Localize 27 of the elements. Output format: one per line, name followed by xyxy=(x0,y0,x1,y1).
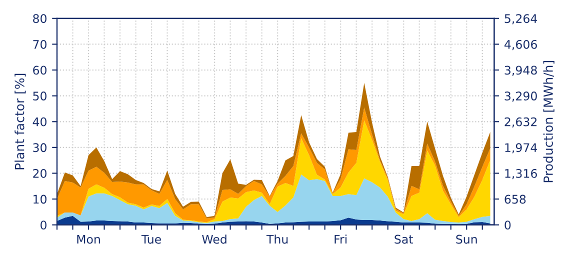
y2-tick-label: 658 xyxy=(504,194,526,204)
y2-tick-label: 0 xyxy=(504,220,511,230)
x-tick-label: Wed xyxy=(202,234,226,244)
y2-tick-label: 1,316 xyxy=(505,168,537,180)
y-tick-label: 20 xyxy=(33,168,46,178)
x-tick-label: Sun xyxy=(456,234,477,244)
x-tick-label: Thu xyxy=(266,234,288,244)
y-tick-label: 10 xyxy=(34,194,46,204)
y-tick-label: 70 xyxy=(33,40,46,49)
y-tick-label: 50 xyxy=(33,92,46,100)
x-tick-label: Tue xyxy=(141,234,161,244)
y-tick-label: 80 xyxy=(33,14,46,24)
y2-tick-label: 4,606 xyxy=(504,40,537,50)
y2-tick-label: 3,290 xyxy=(504,92,537,102)
x-tick-label: Fri xyxy=(334,234,347,244)
y-tick-label: 30 xyxy=(33,143,46,152)
y2-tick-label: 3,948 xyxy=(504,66,537,76)
x-tick-label: Sat xyxy=(394,234,413,244)
y2-tick-label: 2,632 xyxy=(504,117,537,128)
y2-tick-label: 1,974 xyxy=(505,143,538,154)
y2-axis-title: Production [MWh/h] xyxy=(543,61,554,182)
y-axis-title: Plant factor [%] xyxy=(14,74,26,170)
y-tick-label: 0 xyxy=(40,220,46,230)
y-tick-label: 40 xyxy=(32,117,46,126)
y-tick-label: 60 xyxy=(33,66,46,75)
y2-tick-label: 5,264 xyxy=(504,14,538,24)
x-tick-label: Mon xyxy=(77,234,100,244)
